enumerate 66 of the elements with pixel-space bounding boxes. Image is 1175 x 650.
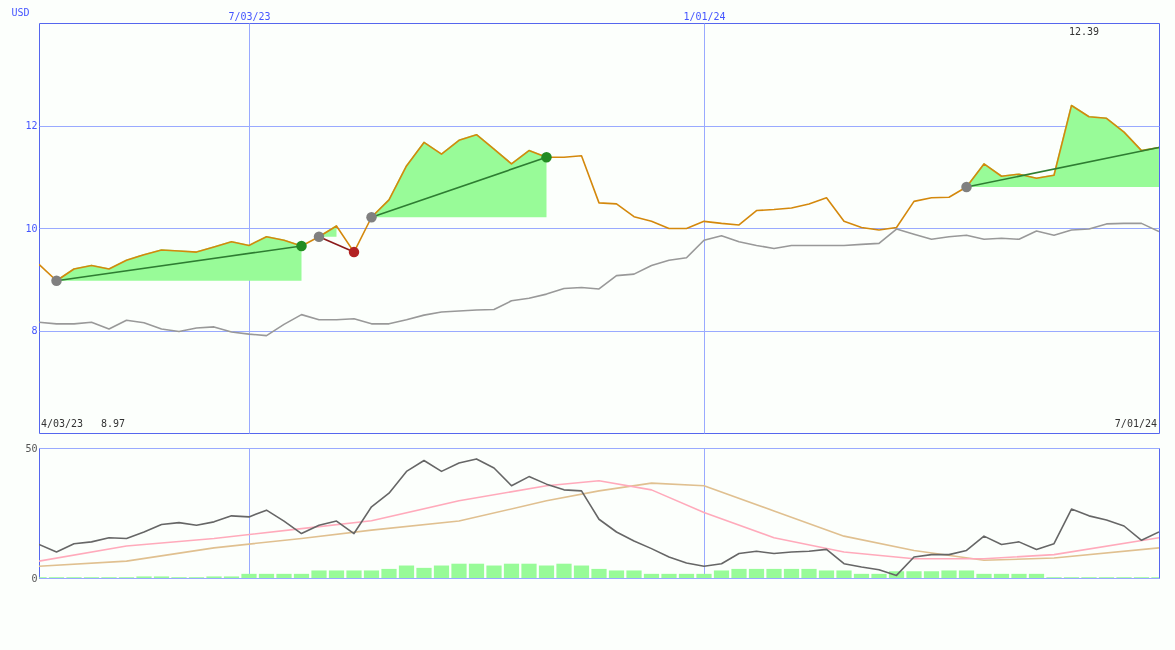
point xyxy=(296,240,307,252)
bar xyxy=(503,563,520,578)
bar xyxy=(976,573,992,578)
bar xyxy=(853,573,870,578)
bar xyxy=(643,573,660,578)
bar xyxy=(748,568,765,578)
bar xyxy=(608,570,625,578)
bar xyxy=(661,573,677,578)
bar xyxy=(346,570,362,578)
bar xyxy=(591,568,607,578)
bar xyxy=(556,563,572,578)
bar xyxy=(311,570,327,578)
x-tick-label: 7/03/23 xyxy=(228,10,271,22)
bar xyxy=(573,565,590,578)
point xyxy=(51,275,62,287)
bar xyxy=(521,563,537,578)
annotation: 7/01/24 xyxy=(1114,418,1157,429)
point xyxy=(541,152,552,163)
bar xyxy=(1011,573,1027,578)
bar xyxy=(906,571,922,578)
y-tick-label: 8 xyxy=(31,325,38,336)
point xyxy=(348,246,360,258)
bar xyxy=(398,565,415,578)
point xyxy=(366,212,377,223)
bar xyxy=(871,573,887,578)
bar xyxy=(328,570,345,578)
bar xyxy=(416,567,432,578)
annotation: 8.97 xyxy=(101,418,126,429)
bar xyxy=(696,573,712,578)
point xyxy=(961,181,972,193)
bar xyxy=(678,573,695,578)
bar xyxy=(731,568,747,578)
bar xyxy=(923,571,940,578)
bar xyxy=(766,568,782,578)
annotation: 12.39 xyxy=(1068,26,1099,37)
bar xyxy=(958,570,975,578)
bar xyxy=(836,570,852,578)
bar xyxy=(451,563,467,578)
point xyxy=(313,231,325,242)
bar xyxy=(818,570,835,578)
bar xyxy=(538,565,555,578)
bar xyxy=(1028,573,1045,578)
bar xyxy=(241,573,257,578)
x-tick-label: 1/01/24 xyxy=(683,10,726,22)
bar xyxy=(258,573,275,578)
line-series xyxy=(39,458,1159,577)
bar xyxy=(276,573,292,578)
bar xyxy=(293,573,310,578)
y-axis-title: USD xyxy=(11,6,30,18)
bar xyxy=(363,570,380,578)
y-tick-label: 10 xyxy=(25,222,38,234)
bar xyxy=(433,565,450,578)
bar xyxy=(486,565,502,578)
bar xyxy=(993,573,1010,578)
line-series xyxy=(39,222,1159,337)
bar xyxy=(381,568,397,578)
y-tick-label: 50 xyxy=(25,442,38,454)
bar xyxy=(626,570,642,578)
bar xyxy=(713,570,730,578)
y-tick-label: 0 xyxy=(31,572,38,584)
bar xyxy=(801,568,817,578)
bar xyxy=(468,563,485,578)
y-tick-label: 12 xyxy=(25,120,38,131)
annotation: 4/03/23 xyxy=(41,418,84,429)
bar xyxy=(941,570,957,578)
bar xyxy=(783,568,800,578)
